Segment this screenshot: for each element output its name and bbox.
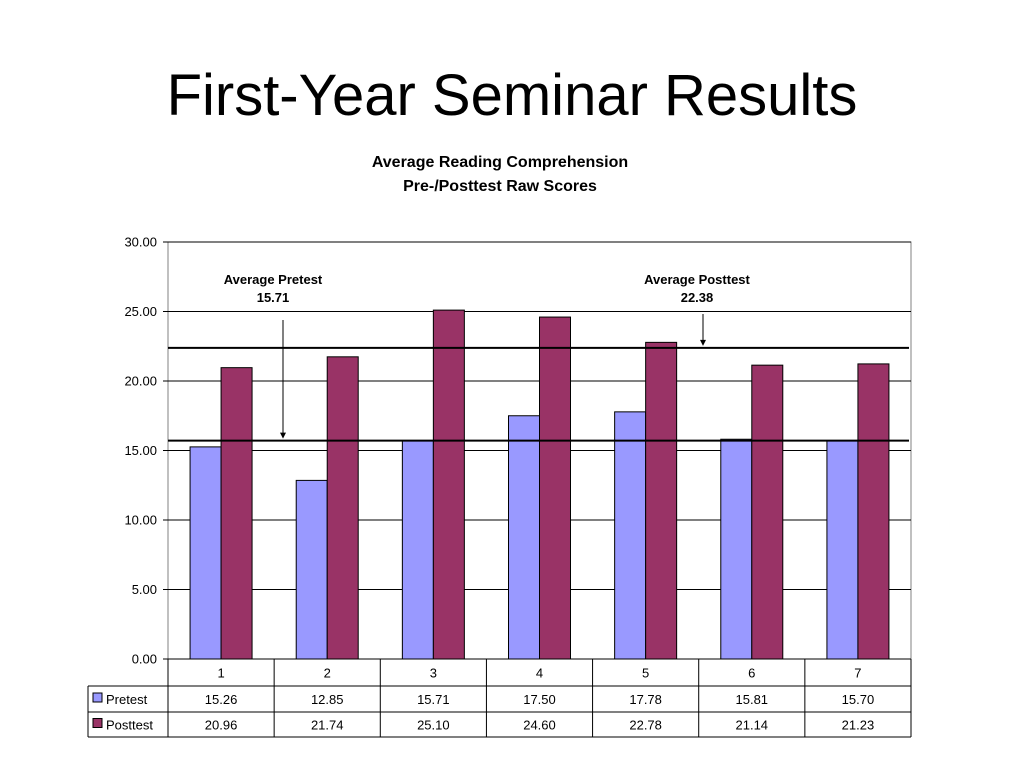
x-category-label: 3 [430,666,437,681]
table-cell: 15.26 [205,692,238,707]
pretest-bar [401,440,434,660]
average-pretest-arrow-head [280,432,286,439]
y-tick-label: 30.00 [124,235,157,250]
posttest-bar [220,367,253,660]
table-cell: 12.85 [311,692,344,707]
average-pretest-value: 15.71 [257,290,290,305]
table-cell: 24.60 [523,718,556,733]
table-cell: 15.70 [842,692,875,707]
y-tick-label: 15.00 [124,443,157,458]
slide-title: First-Year Seminar Results [166,63,858,128]
x-category-label: 7 [854,666,861,681]
pretest-bar [826,440,859,660]
pretest-bar [720,438,753,660]
posttest-bar [432,309,465,660]
average-posttest-arrow-head [700,339,706,346]
table-cell: 21.14 [736,718,769,733]
y-tick-label: 0.00 [132,652,157,667]
posttest-bar [539,316,571,660]
average-posttest-value: 22.38 [681,290,714,305]
pretest-bar [189,446,222,660]
average-posttest-label: Average Posttest [644,272,750,287]
y-tick-label: 25.00 [124,304,157,319]
x-category-label: 1 [217,666,224,681]
pretest-bar [295,479,328,660]
posttest-bar [751,364,784,660]
pretest-bar [614,411,647,660]
table-cell: 21.23 [842,718,875,733]
y-tick-label: 10.00 [124,513,157,528]
chart-subtitle: Pre-/Posttest Raw Scores [403,178,597,195]
posttest-legend-label: Posttest [106,718,153,733]
posttest-bar [326,356,359,660]
x-category-label: 4 [536,666,543,681]
y-tick-label: 20.00 [124,374,157,389]
average-pretest-label: Average Pretest [224,272,323,287]
pretest-bar [508,415,540,660]
table-cell: 22.78 [629,718,662,733]
table-cell: 25.10 [417,718,450,733]
table-cell: 17.78 [629,692,662,707]
table-cell: 21.74 [311,718,344,733]
table-cell: 17.50 [523,692,556,707]
pretest-legend-swatch [92,692,103,703]
x-category-label: 5 [642,666,649,681]
table-cell: 15.81 [736,692,769,707]
chart-title: Average Reading Comprehension [371,154,629,171]
posttest-legend-swatch [92,718,103,728]
posttest-bar [857,363,890,660]
y-tick-label: 5.00 [132,582,157,597]
pretest-legend-label: Pretest [106,692,148,707]
posttest-bar [645,341,678,660]
x-category-label: 2 [324,666,331,681]
table-cell: 15.71 [417,692,450,707]
x-category-label: 6 [748,666,755,681]
table-cell: 20.96 [205,718,238,733]
